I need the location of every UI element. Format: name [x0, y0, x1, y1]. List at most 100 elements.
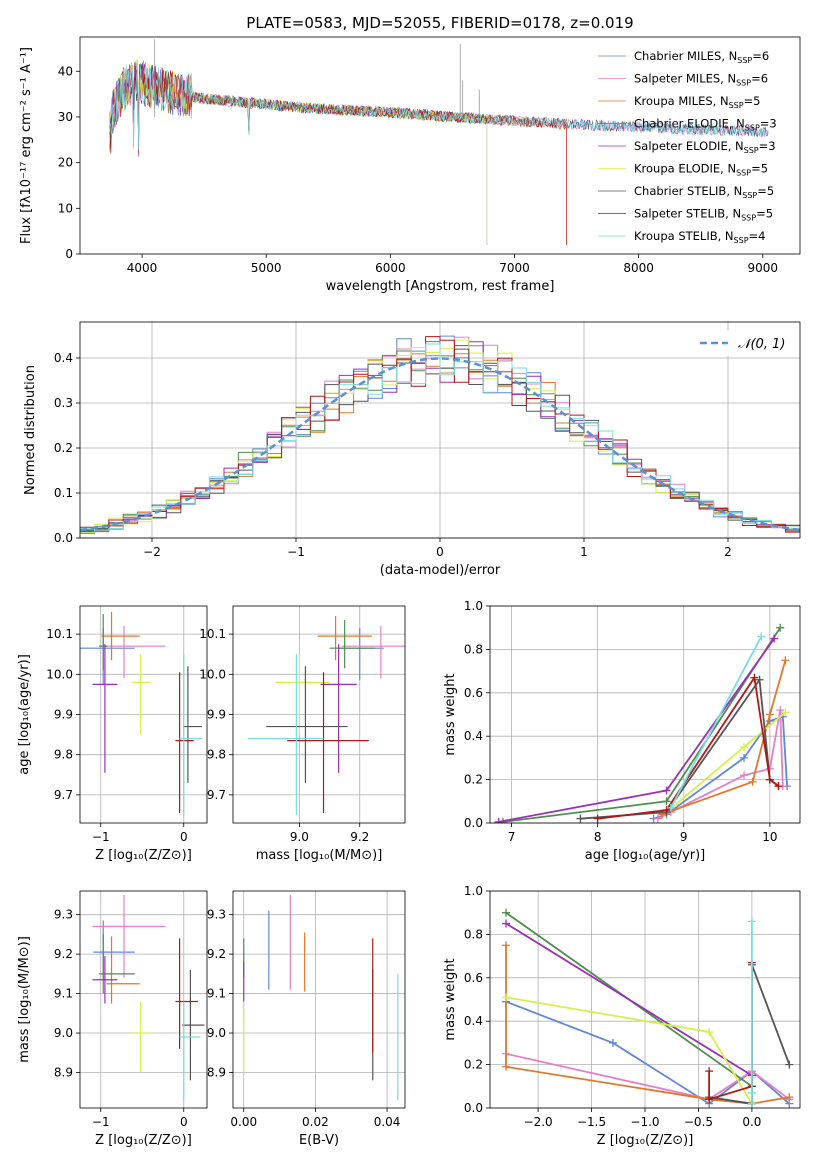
weight-marker	[494, 817, 503, 823]
y-tick-label: 9.2	[54, 947, 73, 961]
weight-marker	[781, 656, 790, 665]
weight-marker	[740, 743, 749, 752]
plot-area	[243, 894, 399, 1101]
x-tick-label: −1	[287, 545, 305, 559]
residual-histogram	[80, 343, 800, 532]
x-tick-label: 0	[180, 1115, 188, 1129]
weight-marker	[757, 632, 766, 641]
weight-marker	[608, 1038, 617, 1047]
weight-marker	[750, 673, 759, 682]
x-tick-label: 8000	[623, 261, 654, 275]
x-axis-label: E(B-V)	[299, 1133, 339, 1148]
x-tick-label: 8	[594, 830, 602, 844]
weight-marker	[502, 908, 511, 917]
x-tick-label: 2	[724, 545, 732, 559]
mass-vs-Z-axes: −1 0 8.9 9.0 9.1 9.2 9.3 Z [log₁₀(Z/Z⊙)] mass [l…	[17, 890, 208, 1148]
y-tick-label: 0.0	[464, 816, 483, 830]
weight-marker	[747, 917, 756, 926]
weight-marker	[765, 710, 774, 719]
y-axis-label: mass weight	[443, 958, 458, 1040]
plot-area	[92, 894, 205, 1101]
y-axis-label: mass weight	[443, 673, 458, 755]
weight-marker	[781, 708, 790, 717]
weight-line	[657, 710, 784, 820]
x-tick-label: 0.02	[302, 1115, 329, 1129]
y-tick-label: 0.6	[464, 686, 483, 700]
weight-marker	[502, 941, 511, 950]
y-tick-label: 9.0	[207, 1026, 226, 1040]
plot-area	[248, 616, 405, 815]
weight-marker	[747, 1099, 756, 1108]
legend-label: Salpeter MILES, NSSP=6	[634, 72, 768, 88]
y-tick-label: 9.1	[54, 987, 73, 1001]
x-tick-label: 9	[680, 830, 688, 844]
y-tick-label: 40	[58, 64, 73, 78]
y-tick-label: 0.8	[464, 927, 483, 941]
plot-area	[80, 335, 800, 534]
weight-vs-Z-axes: −2.0 −1.5 −1.0 −0.5 0.0 0.0 0.2 0.4 0.6 0.8 1.0 Z […	[443, 884, 801, 1148]
weight-marker	[740, 753, 749, 762]
weight-line	[502, 627, 781, 823]
y-tick-label: 0.4	[464, 1014, 483, 1028]
y-tick-label: 0.1	[54, 486, 73, 500]
residuals-axes: −2 −1 0 1 2 0.0 0.1 0.2 0.3 0.4 (data-model)/error…	[23, 321, 801, 578]
legend-box	[690, 330, 794, 356]
weight-marker	[776, 623, 785, 632]
y-tick-label: 0.4	[54, 351, 73, 365]
plot-area	[109, 39, 769, 245]
y-tick-label: 9.8	[207, 748, 226, 762]
x-tick-label: 7	[508, 830, 516, 844]
y-axis-label: mass [log₁₀(M/M⊙)]	[17, 936, 32, 1063]
weight-marker	[785, 1093, 794, 1102]
weight-marker	[593, 814, 602, 823]
y-tick-label: 0.4	[464, 729, 483, 743]
weight-line	[505, 911, 753, 1104]
y-tick-label: 9.3	[54, 908, 73, 922]
x-tick-label: 0	[180, 830, 188, 844]
weight-line	[580, 677, 780, 820]
weight-line	[708, 962, 753, 1101]
weight-line	[505, 996, 753, 1107]
plot-area	[80, 612, 203, 815]
legend-label: Kroupa STELIB, NSSP=4	[634, 229, 765, 245]
weight-marker	[666, 803, 675, 812]
y-tick-label: 0	[65, 247, 73, 261]
weight-line	[505, 1052, 790, 1101]
weight-marker	[765, 775, 774, 784]
y-axis-label: Flux [fλ10⁻¹⁷ erg cm⁻² s⁻¹ A⁻¹]	[19, 47, 34, 244]
x-tick-label: 9.0	[290, 830, 309, 844]
age-vs-mass-axes: 9.0 9.2 9.7 9.8 9.9 10.0 10.1 mass [log₁₀(M/M⊙)…	[199, 605, 406, 863]
legend-label: Chabrier MILES, NSSP=6	[634, 49, 769, 65]
y-tick-label: 0.6	[464, 971, 483, 985]
y-tick-label: 9.9	[207, 708, 226, 722]
weight-marker	[785, 1060, 794, 1069]
x-tick-label: 0.00	[230, 1115, 257, 1129]
legend-label: Salpeter STELIB, NSSP=5	[634, 207, 773, 223]
weight-line	[505, 922, 753, 1104]
x-tick-label: 0.0	[742, 1115, 761, 1129]
x-tick-label: 1	[580, 545, 588, 559]
normal-curve	[80, 357, 800, 532]
legend-label: Kroupa MILES, NSSP=5	[634, 94, 760, 110]
weight-marker	[774, 782, 783, 791]
x-tick-label: 5000	[251, 261, 282, 275]
spectrum-line	[109, 64, 567, 245]
x-tick-label: 9000	[747, 261, 778, 275]
plots-group: 4000 5000 6000 7000 8000 9000010203040wavelen…	[17, 36, 801, 1148]
y-tick-label: 9.3	[207, 908, 226, 922]
weight-marker	[502, 919, 511, 928]
x-tick-label: 6000	[375, 261, 406, 275]
weight-marker	[662, 805, 671, 814]
legend-label: Salpeter ELODIE, NSSP=3	[634, 139, 776, 155]
axes-frame	[232, 605, 406, 824]
y-tick-label: 9.9	[54, 708, 73, 722]
y-tick-label: 10.1	[199, 627, 226, 641]
legend-label: 𝒩(0, 1)	[738, 337, 785, 352]
y-tick-label: 0.2	[464, 773, 483, 787]
x-tick-label: 7000	[499, 261, 530, 275]
x-tick-label: −2	[143, 545, 161, 559]
x-tick-label: −1	[92, 830, 110, 844]
y-tick-label: 10.0	[46, 667, 73, 681]
x-tick-label: −1	[92, 1115, 110, 1129]
